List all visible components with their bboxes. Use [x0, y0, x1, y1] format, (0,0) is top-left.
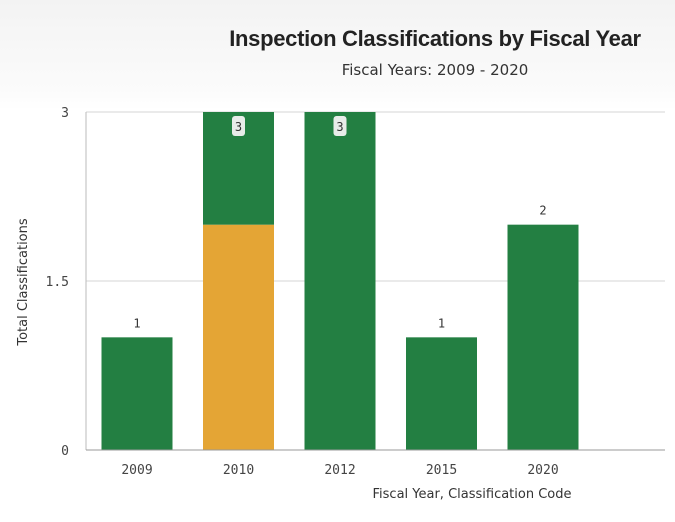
- x-tick-labels: 2009 2010 2012 2015 2020: [121, 463, 558, 478]
- chart-title: Inspection Classifications by Fiscal Yea…: [229, 26, 641, 51]
- data-label: 1: [133, 316, 140, 330]
- data-label-text: 3: [336, 120, 343, 134]
- x-axis-label: Fiscal Year, Classification Code: [373, 487, 572, 502]
- data-label-badge: [333, 116, 347, 136]
- y-tick-label: 0: [61, 444, 69, 459]
- y-tick-labels: 01.53: [46, 106, 69, 459]
- y-tick-label: 3: [61, 106, 69, 121]
- x-tick-label: 2020: [527, 463, 558, 478]
- bar-segment: [406, 337, 477, 450]
- data-label: 2: [539, 204, 546, 218]
- data-label-text: 1: [133, 316, 140, 330]
- y-axis-label: Total Classifications: [16, 218, 31, 347]
- data-label: 1: [438, 316, 445, 330]
- data-labels: 1 3 3 1 2: [133, 116, 547, 330]
- data-label-text: 1: [438, 316, 445, 330]
- data-label-text: 3: [235, 120, 242, 134]
- bar-segment: [304, 112, 376, 450]
- x-tick-label: 2010: [223, 463, 254, 478]
- bar-segment: [101, 337, 173, 450]
- data-label: 3: [232, 116, 245, 136]
- x-tick-label: 2012: [324, 463, 355, 478]
- data-label: 3: [333, 116, 347, 136]
- x-tick-label: 2009: [121, 463, 152, 478]
- y-tick-label: 1.5: [46, 275, 69, 290]
- bar-segment: [507, 224, 579, 450]
- bar-segment: [203, 224, 274, 450]
- x-tick-label: 2015: [426, 463, 457, 478]
- data-label-text: 2: [539, 204, 546, 218]
- axes: [85, 112, 665, 451]
- chart-subtitle: Fiscal Years: 2009 - 2020: [341, 61, 529, 79]
- data-label-badge: [232, 116, 245, 136]
